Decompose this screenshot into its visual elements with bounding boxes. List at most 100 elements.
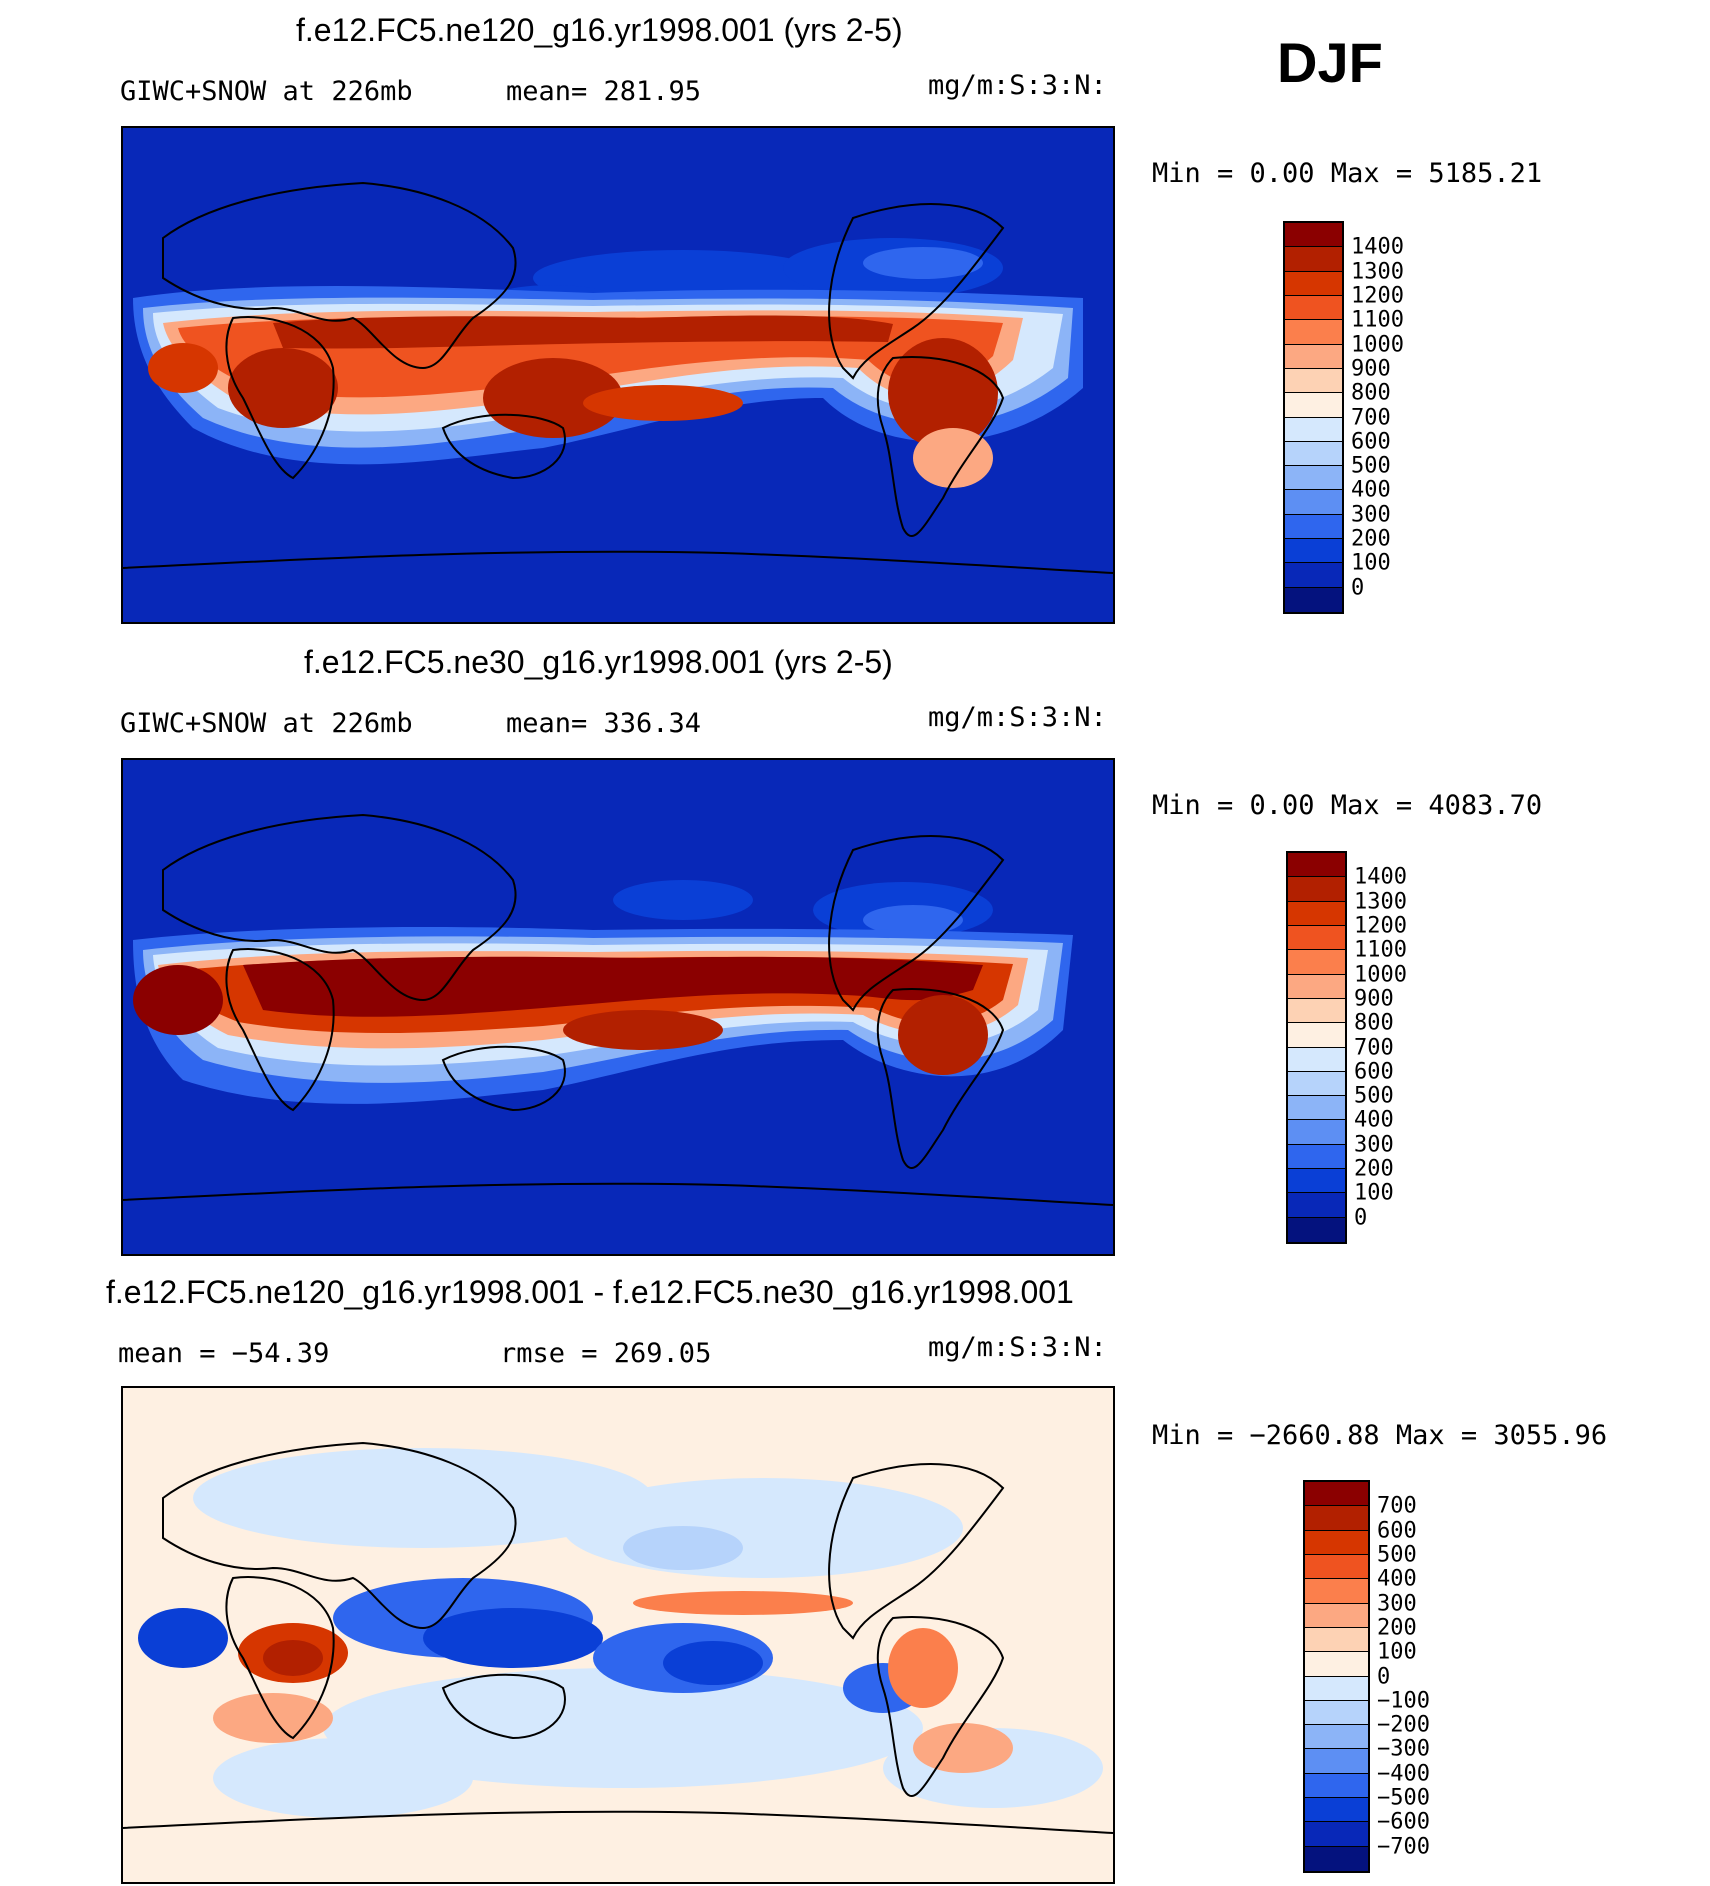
colorbar-swatch: [1288, 1193, 1345, 1218]
colorbar-label: −700: [1377, 1834, 1430, 1860]
colorbar-swatch: [1288, 1096, 1345, 1121]
colorbar-label: −400: [1377, 1761, 1430, 1787]
colorbar-swatch: [1288, 1217, 1345, 1242]
colorbar-label: 1400: [1351, 234, 1404, 260]
colorbar-label: 500: [1377, 1542, 1417, 1568]
colorbar-swatch: [1285, 393, 1342, 418]
panel-1-minmax: Min = 0.00 Max = 5185.21: [1152, 158, 1543, 189]
colorbar-swatch: [1305, 1846, 1368, 1871]
colorbar-swatch: [1288, 1047, 1345, 1072]
panel-3-map-field: [123, 1388, 1113, 1882]
colorbar-swatch: [1288, 998, 1345, 1024]
season-label: DJF: [1277, 31, 1383, 94]
colorbar-swatch: [1305, 1482, 1368, 1507]
colorbar-swatch: [1305, 1603, 1368, 1628]
colorbar-swatch: [1305, 1676, 1368, 1701]
colorbar-swatch: [1285, 223, 1342, 248]
colorbar-label: 300: [1377, 1591, 1417, 1617]
colorbar-swatch: [1305, 1627, 1368, 1653]
colorbar-label: 0: [1351, 575, 1365, 601]
colorbar-swatch: [1285, 247, 1342, 272]
colorbar-swatch: [1288, 1023, 1345, 1048]
colorbar-label: 900: [1354, 986, 1394, 1012]
panel-3-title: f.e12.FC5.ne120_g16.yr1998.001 - f.e12.F…: [106, 1274, 1074, 1310]
panel-3-rmse: rmse = 269.05: [500, 1338, 712, 1369]
panel-2-mean: mean= 336.34: [506, 708, 702, 739]
panel-3-colorbar-labels: 700 600 500 400 300 200 100 0 −100 −200 −300 −400 −5…: [1371, 1480, 1445, 1873]
colorbar-label: 500: [1354, 1083, 1394, 1109]
panel-1-colorbar: [1283, 221, 1344, 614]
colorbar-label: −600: [1377, 1809, 1430, 1835]
colorbar-label: 400: [1377, 1566, 1417, 1592]
panel-2-units: mg/m:S:3:N:: [928, 702, 1107, 733]
colorbar-swatch: [1305, 1530, 1368, 1555]
panel-3-colorbar: [1303, 1480, 1370, 1873]
panel-3-mean: mean = −54.39: [118, 1338, 330, 1369]
colorbar-label: 700: [1377, 1493, 1417, 1519]
colorbar-swatch: [1305, 1700, 1368, 1726]
colorbar-label: 100: [1351, 550, 1391, 576]
panel-2-title: f.e12.FC5.ne30_g16.yr1998.001 (yrs 2-5): [304, 644, 893, 680]
colorbar-label: −200: [1377, 1712, 1430, 1738]
colorbar-swatch: [1285, 368, 1342, 394]
colorbar-label: 1400: [1354, 864, 1407, 890]
colorbar-label: 0: [1377, 1664, 1391, 1689]
colorbar-label: 100: [1377, 1639, 1417, 1665]
panel-2-colorbar-labels: 1400 1300 1200 1100 1000 900 800 700 600 500 400 30…: [1348, 851, 1418, 1244]
colorbar-swatch: [1288, 925, 1345, 951]
colorbar-swatch: [1288, 1144, 1345, 1170]
colorbar-label: 600: [1377, 1518, 1417, 1544]
colorbar-swatch: [1305, 1725, 1368, 1750]
colorbar-label: −500: [1377, 1785, 1430, 1811]
colorbar-label: 600: [1351, 429, 1391, 455]
colorbar-label: 1200: [1351, 283, 1404, 309]
colorbar-swatch: [1288, 974, 1345, 999]
colorbar-swatch: [1288, 901, 1345, 926]
colorbar-swatch: [1285, 587, 1342, 612]
colorbar-swatch: [1285, 271, 1342, 296]
colorbar-label: 1300: [1354, 889, 1407, 915]
colorbar-swatch: [1288, 1169, 1345, 1194]
panel-2-map: [121, 758, 1115, 1256]
colorbar-label: 800: [1351, 380, 1391, 406]
panel-1-mean: mean= 281.95: [506, 76, 702, 107]
colorbar-swatch: [1288, 1120, 1345, 1145]
colorbar-label: 700: [1351, 405, 1391, 430]
colorbar-swatch: [1305, 1506, 1368, 1531]
colorbar-label: 800: [1354, 1010, 1394, 1036]
colorbar-swatch: [1288, 853, 1345, 878]
colorbar-label: 500: [1351, 453, 1391, 479]
colorbar-label: 100: [1354, 1180, 1394, 1206]
colorbar-swatch: [1288, 950, 1345, 975]
colorbar-label: 300: [1351, 502, 1391, 528]
colorbar-swatch: [1285, 320, 1342, 345]
panel-1-map: [121, 126, 1115, 624]
colorbar-label: 1100: [1354, 937, 1407, 963]
colorbar-label: 1000: [1351, 332, 1404, 358]
colorbar-swatch: [1285, 514, 1342, 540]
panel-2-map-field: [123, 760, 1113, 1254]
panel-1-units: mg/m:S:3:N:: [928, 70, 1107, 101]
colorbar-label: 200: [1351, 526, 1391, 552]
colorbar-swatch: [1305, 1798, 1368, 1823]
panel-2-minmax: Min = 0.00 Max = 4083.70: [1152, 790, 1543, 821]
colorbar-swatch: [1305, 1749, 1368, 1774]
colorbar-label: 200: [1377, 1615, 1417, 1641]
colorbar-label: 1000: [1354, 962, 1407, 988]
colorbar-label: −100: [1377, 1688, 1430, 1714]
colorbar-label: 0: [1354, 1205, 1368, 1231]
panel-2-colorbar: [1286, 851, 1347, 1244]
panel-3-units: mg/m:S:3:N:: [928, 1332, 1107, 1363]
colorbar-swatch: [1285, 441, 1342, 467]
colorbar-label: 300: [1354, 1132, 1394, 1158]
colorbar-label: 700: [1354, 1035, 1394, 1060]
colorbar-swatch: [1285, 539, 1342, 564]
colorbar-label: −300: [1377, 1736, 1430, 1762]
colorbar-swatch: [1305, 1579, 1368, 1604]
colorbar-swatch: [1285, 490, 1342, 515]
colorbar-swatch: [1285, 344, 1342, 369]
panel-3-minmax: Min = −2660.88 Max = 3055.96: [1152, 1420, 1608, 1451]
colorbar-label: 1300: [1351, 259, 1404, 285]
colorbar-swatch: [1285, 295, 1342, 321]
colorbar-label: 1200: [1354, 913, 1407, 939]
